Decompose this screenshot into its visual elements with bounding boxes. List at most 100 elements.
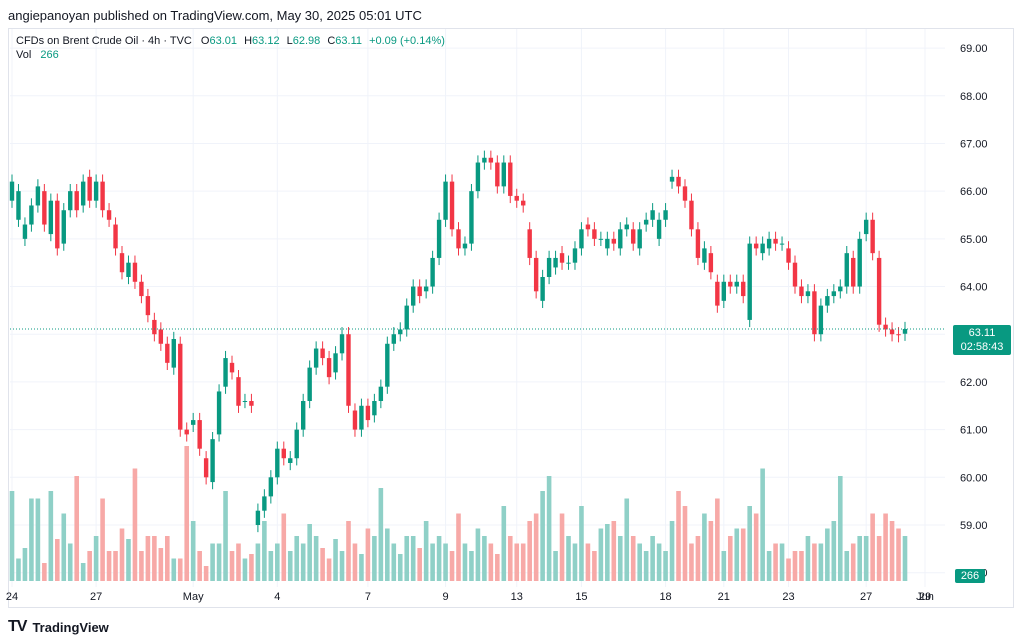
volume-bar <box>650 536 655 581</box>
candle-body <box>825 296 830 306</box>
candle <box>119 246 125 280</box>
candle <box>876 250 882 332</box>
candle-body <box>398 329 403 335</box>
candle <box>398 322 403 342</box>
volume-bar <box>533 513 539 581</box>
volume-bar <box>695 536 701 581</box>
volume-bar <box>74 476 80 581</box>
candle-body <box>812 291 817 335</box>
volume-bar <box>708 521 714 581</box>
volume-bar <box>313 536 319 581</box>
candle <box>469 184 474 251</box>
candle <box>721 274 727 308</box>
candle-body <box>87 176 92 201</box>
candle-body <box>786 248 791 263</box>
candle-body <box>656 219 662 239</box>
candle <box>656 212 662 246</box>
candle <box>508 155 513 204</box>
candle-body <box>106 210 112 220</box>
candle <box>255 503 261 533</box>
candle-body <box>275 448 280 478</box>
candle-body <box>876 257 882 325</box>
candle <box>605 231 610 256</box>
candle <box>184 422 189 442</box>
candle <box>779 236 785 251</box>
candle-body <box>747 243 752 320</box>
candle <box>352 403 358 437</box>
chart-frame <box>8 28 1014 608</box>
volume-bar <box>346 521 351 581</box>
candle-body <box>527 229 532 258</box>
volume-bar <box>436 536 442 581</box>
candle <box>624 217 629 237</box>
y-tick-label: 62.00 <box>960 377 988 389</box>
volume-bar <box>773 543 778 581</box>
candle <box>391 327 396 351</box>
candle <box>572 241 578 270</box>
legend-o-value: 63.01 <box>209 35 238 47</box>
candle-body <box>566 262 571 264</box>
candle-body <box>100 181 105 211</box>
candle-body <box>540 277 545 301</box>
candles <box>9 150 908 533</box>
footer-brand[interactable]: TV TradingView <box>8 618 109 636</box>
candle-body <box>676 176 681 187</box>
volume-bar <box>410 536 416 581</box>
candle <box>22 217 28 246</box>
candle-body <box>715 281 720 306</box>
candle <box>896 327 901 343</box>
candle <box>178 336 183 437</box>
candle <box>372 393 377 423</box>
candle-body <box>132 262 138 282</box>
candle <box>663 203 668 227</box>
volume-bar <box>643 551 649 581</box>
candle-body <box>618 229 623 249</box>
candle <box>766 231 772 256</box>
candle <box>165 336 170 370</box>
candle-body <box>333 353 338 373</box>
candle <box>851 250 856 294</box>
candle <box>708 246 714 280</box>
volume-bar <box>48 491 54 581</box>
candle-body <box>320 348 325 359</box>
candle <box>825 288 830 313</box>
volume-bar <box>702 513 707 581</box>
candle-body <box>799 286 804 297</box>
candle-body <box>139 281 144 297</box>
candle <box>812 284 817 342</box>
candle <box>521 193 526 213</box>
candle-body <box>404 305 409 330</box>
volume-bar <box>61 513 67 581</box>
candle <box>48 193 54 242</box>
candle-body <box>378 386 384 401</box>
volume-bar <box>482 536 487 581</box>
candle-body <box>307 367 312 401</box>
y-tick-label: 59.00 <box>960 520 988 532</box>
candle <box>650 203 655 227</box>
x-tick-label: May <box>183 591 204 603</box>
volume-bar <box>715 498 720 581</box>
candle-body <box>42 191 47 225</box>
candle-body <box>16 191 21 220</box>
candle <box>805 284 811 304</box>
volume-bar <box>727 536 733 581</box>
candle-body <box>229 362 235 373</box>
volume-bar <box>152 536 157 581</box>
legend-l-label: L <box>286 35 293 47</box>
candle <box>436 212 442 266</box>
candle <box>113 217 118 256</box>
candle-body <box>216 391 222 435</box>
legend-o-label: O <box>200 35 210 47</box>
volume-bar <box>721 551 727 581</box>
volume-bar <box>734 528 740 581</box>
candle <box>16 184 21 227</box>
candle-body <box>844 253 849 287</box>
volume-legend: Vol 266 <box>16 49 59 61</box>
candle <box>792 255 798 294</box>
candle-body <box>93 181 99 201</box>
volume-bar <box>326 558 332 581</box>
candle <box>275 441 280 485</box>
x-tick-label: 29 <box>919 591 931 603</box>
volume-bar <box>786 558 791 581</box>
